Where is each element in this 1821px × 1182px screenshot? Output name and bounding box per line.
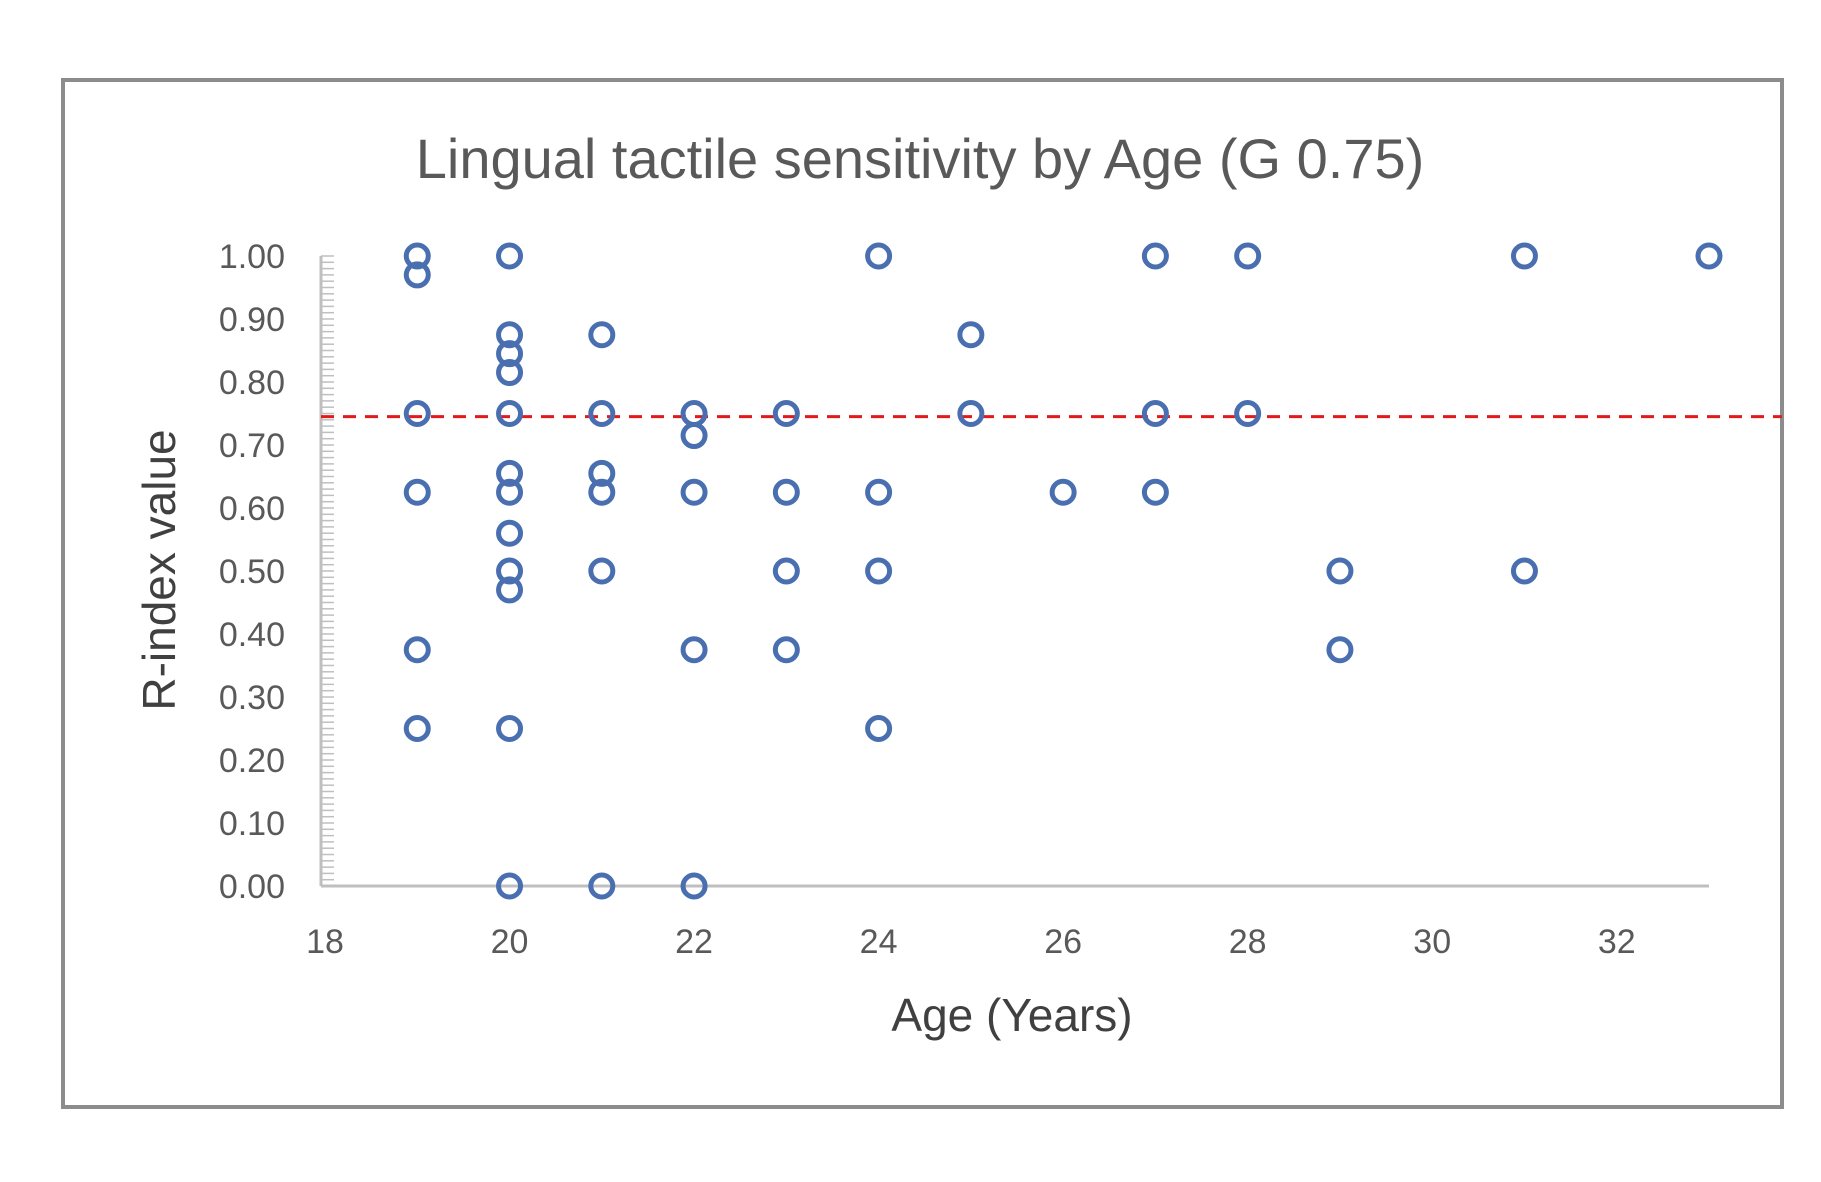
data-point [1234,400,1262,427]
data-point [1326,636,1354,664]
data-point [588,400,616,427]
data-point [496,321,524,349]
data-point [403,715,431,742]
data-point [957,400,985,427]
x-tick-label: 28 [1229,923,1267,961]
data-points [403,242,1723,900]
y-tick-label: 0.70 [219,427,285,465]
x-tick-label: 32 [1598,923,1636,961]
data-point [1510,557,1538,585]
data-point [772,557,800,585]
data-point [957,321,985,349]
data-point [772,400,800,427]
data-point [772,636,800,664]
y-axis: 0.00 0.10 0.20 0.30 0.40 0.50 0.60 0.70 0.80 0.90… [219,238,334,906]
data-point [403,400,431,427]
data-point [403,636,431,664]
y-tick-label: 0.00 [219,868,285,906]
y-tick-label: 0.10 [219,805,285,843]
data-point [865,715,893,742]
data-point [588,478,616,506]
data-point [1141,400,1169,427]
data-point [588,872,616,900]
data-point [588,321,616,349]
data-point [496,459,524,487]
x-axis: 18 20 22 24 26 28 30 32 [306,884,1709,961]
data-point [680,872,708,900]
data-point [496,359,524,387]
data-point [1141,478,1169,506]
y-tick-label: 0.20 [219,742,285,780]
x-tick-label: 30 [1413,923,1451,961]
data-point [496,557,524,585]
x-tick-label: 24 [860,923,898,961]
x-axis-label: Age (Years) [891,989,1132,1041]
data-point [680,636,708,664]
data-point [680,478,708,506]
y-axis-label: R-index value [133,429,185,710]
data-point [1049,478,1077,506]
data-point [1234,242,1262,270]
y-tick-label: 0.60 [219,490,285,528]
data-point [496,478,524,506]
data-point [1326,557,1354,585]
data-point [496,872,524,900]
data-point [865,478,893,506]
data-point [1141,242,1169,270]
data-point [588,459,616,487]
x-tick-label: 20 [491,923,529,961]
x-tick-label: 26 [1044,923,1082,961]
data-point [496,400,524,427]
data-point [496,715,524,742]
x-tick-label: 22 [675,923,713,961]
y-tick-label: 0.50 [219,553,285,591]
y-tick-label: 1.00 [219,238,285,276]
y-tick-label: 0.30 [219,679,285,717]
data-point [680,422,708,450]
data-point [588,557,616,585]
data-point [403,261,431,289]
data-point [403,242,431,270]
x-tick-label: 18 [306,923,344,961]
data-point [865,557,893,585]
data-point [1510,242,1538,270]
data-point [403,478,431,506]
data-point [496,340,524,368]
chart-frame [61,78,1784,1109]
y-tick-label: 0.40 [219,616,285,654]
chart-title: Lingual tactile sensitivity by Age (G 0.… [416,127,1425,190]
data-point [772,478,800,506]
data-point [865,242,893,270]
y-tick-label: 0.80 [219,364,285,402]
data-point [496,519,524,547]
data-point [496,576,524,604]
data-point [496,242,524,270]
data-point [1695,242,1723,270]
y-tick-label: 0.90 [219,301,285,339]
